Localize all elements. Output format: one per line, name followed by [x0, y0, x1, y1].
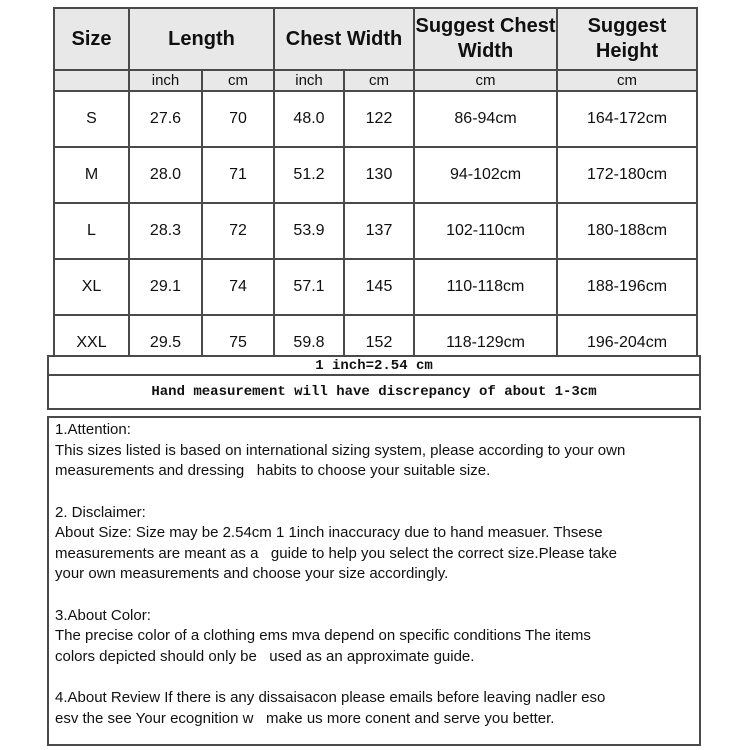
cell-size: L — [53, 202, 130, 260]
cell-chest-cm: 137 — [342, 202, 416, 260]
cell-length-cm: 74 — [201, 258, 275, 316]
cell-length-cm: 72 — [201, 202, 275, 260]
table-row-l: L 28.3 72 53.9 137 102-110cm 180-188cm — [53, 202, 699, 260]
cell-chest-inch: 53.9 — [273, 202, 345, 260]
cell-suggest-chest: 94-102cm — [413, 146, 559, 204]
cell-length-inch: 28.0 — [128, 146, 203, 204]
cell-size: S — [53, 90, 130, 148]
col-header-suggest-height: Suggest Height — [556, 7, 699, 71]
unit-cell-suggest-chest-cm: cm — [413, 69, 559, 92]
col-header-chest-width: Chest Width — [272, 7, 416, 71]
cell-chest-cm: 122 — [342, 90, 416, 148]
table-row-xl: XL 29.1 74 57.1 145 110-118cm 188-196cm — [53, 258, 699, 316]
cell-size: XL — [53, 258, 130, 316]
cell-size: M — [53, 146, 130, 204]
unit-row: inch cm inch cm cm cm — [53, 69, 699, 92]
col-header-suggest-chest-width: Suggest Chest Width — [413, 7, 559, 71]
cell-chest-inch: 48.0 — [273, 90, 345, 148]
unit-cell-length-inch: inch — [128, 69, 203, 92]
footnote-inch-conversion: 1 inch=2.54 cm — [47, 355, 701, 376]
cell-suggest-chest: 86-94cm — [413, 90, 559, 148]
cell-suggest-chest: 102-110cm — [413, 202, 559, 260]
cell-chest-inch: 51.2 — [273, 146, 345, 204]
cell-length-cm: 71 — [201, 146, 275, 204]
cell-chest-inch: 57.1 — [273, 258, 345, 316]
cell-suggest-height: 172-180cm — [556, 146, 699, 204]
cell-length-inch: 29.1 — [128, 258, 203, 316]
cell-length-inch: 27.6 — [128, 90, 203, 148]
cell-chest-cm: 145 — [342, 258, 416, 316]
cell-suggest-height: 188-196cm — [556, 258, 699, 316]
note-about-review: 4.About Review If there is any dissaisac… — [55, 689, 606, 727]
unit-cell-chest-inch: inch — [273, 69, 345, 92]
note-attention: 1.Attention: This sizes listed is based … — [55, 421, 626, 479]
note-about-color: 3.About Color: The precise color of a cl… — [55, 606, 591, 665]
note-disclaimer: 2. Disclaimer: About Size: Size may be 2… — [55, 503, 617, 583]
cell-suggest-chest: 110-118cm — [413, 258, 559, 316]
footnote-hand-measurement: Hand measurement will have discrepancy o… — [47, 374, 701, 410]
cell-suggest-height: 164-172cm — [556, 90, 699, 148]
size-chart-table: Size Length Chest Width Suggest Chest Wi… — [53, 7, 699, 372]
notes-section: 1.Attention: This sizes listed is based … — [47, 416, 701, 746]
unit-cell-suggest-height-cm: cm — [556, 69, 699, 92]
cell-length-inch: 28.3 — [128, 202, 203, 260]
cell-chest-cm: 130 — [342, 146, 416, 204]
table-row-s: S 27.6 70 48.0 122 86-94cm 164-172cm — [53, 90, 699, 148]
unit-cell-length-cm: cm — [201, 69, 275, 92]
header-row: Size Length Chest Width Suggest Chest Wi… — [53, 7, 699, 71]
col-header-length: Length — [128, 7, 275, 71]
cell-length-cm: 70 — [201, 90, 275, 148]
cell-suggest-height: 180-188cm — [556, 202, 699, 260]
unit-cell-blank — [53, 69, 130, 92]
unit-cell-chest-cm: cm — [342, 69, 416, 92]
table-row-m: M 28.0 71 51.2 130 94-102cm 172-180cm — [53, 146, 699, 204]
col-header-size: Size — [53, 7, 130, 71]
